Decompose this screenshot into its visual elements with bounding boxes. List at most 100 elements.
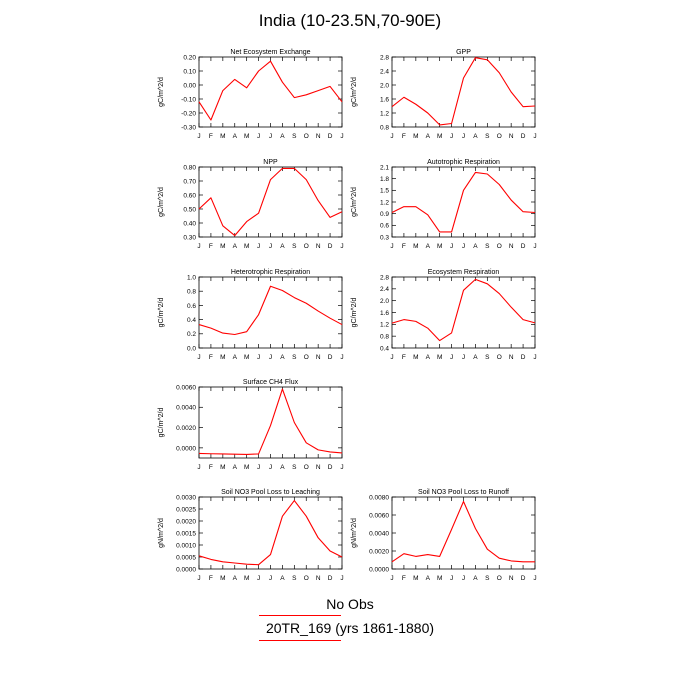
- x-tick-label: A: [280, 133, 285, 140]
- chart-title: Autotrophic Respiration: [427, 159, 500, 166]
- y-tick-label: 0.0020: [176, 518, 196, 525]
- x-tick-label: M: [413, 575, 418, 582]
- y-tick-label: 0.0015: [176, 530, 196, 537]
- y-tick-label: 0.60: [183, 192, 196, 199]
- chart-panel-8: Soil NO3 Pool Loss to Leaching gN/m^2/d 0.…: [158, 489, 344, 582]
- y-tick-label: 0.0000: [176, 445, 196, 452]
- x-tick-label: S: [292, 354, 297, 361]
- y-axis-label: gC/m^2/d: [158, 77, 165, 107]
- y-tick-label: 0.0005: [176, 554, 196, 561]
- x-tick-label: J: [390, 243, 393, 250]
- y-tick-label: 2.4: [380, 68, 389, 75]
- x-tick-label: O: [497, 133, 502, 140]
- chart-title: Ecosystem Respiration: [428, 269, 500, 276]
- series-line: [391, 57, 536, 126]
- x-tick-label: O: [497, 575, 502, 582]
- x-tick-label: J: [390, 575, 393, 582]
- x-tick-label: J: [462, 354, 465, 361]
- x-tick-label: A: [280, 575, 285, 582]
- x-tick-label: N: [316, 464, 321, 471]
- x-tick-label: D: [328, 464, 333, 471]
- chart-title: Surface CH4 Flux: [243, 379, 299, 386]
- y-axis-label: gC/m^2/d: [351, 298, 358, 328]
- series-line: [198, 388, 343, 456]
- x-tick-label: M: [220, 575, 225, 582]
- x-tick-label: F: [402, 575, 406, 582]
- x-tick-label: J: [340, 243, 343, 250]
- x-tick-label: M: [413, 243, 418, 250]
- x-tick-label: A: [280, 464, 285, 471]
- chart-panel-6: Ecosystem Respiration gC/m^2/d 2.8 2.4 2.0 1.…: [351, 269, 537, 361]
- x-tick-label: A: [280, 243, 285, 250]
- x-tick-label: O: [497, 243, 502, 250]
- x-tick-label: S: [485, 354, 490, 361]
- x-tick-label: N: [509, 133, 514, 140]
- x-tick-label: J: [197, 464, 200, 471]
- x-tick-label: D: [521, 133, 526, 140]
- y-tick-label: 0.0060: [369, 512, 389, 519]
- y-tick-label: 0.2: [187, 331, 196, 338]
- y-tick-label: 2.0: [380, 298, 389, 305]
- plot-frame: [198, 166, 343, 238]
- y-tick-label: 1.2: [380, 110, 389, 117]
- y-tick-label: 0.0: [187, 345, 196, 352]
- x-tick-label: J: [450, 575, 453, 582]
- x-tick-label: S: [485, 243, 490, 250]
- x-tick-label: M: [244, 464, 249, 471]
- chart-panel-9: Soil NO3 Pool Loss to Runoff gN/m^2/d 0.00…: [351, 489, 537, 582]
- legend-label-obs: No Obs: [326, 596, 374, 612]
- legend-line-model: [259, 640, 341, 641]
- y-tick-label: 2.4: [380, 286, 389, 293]
- x-tick-label: J: [269, 575, 272, 582]
- x-tick-label: M: [244, 133, 249, 140]
- x-tick-label: J: [257, 133, 260, 140]
- x-tick-label: F: [209, 575, 213, 582]
- y-tick-label: 1.2: [380, 199, 389, 206]
- x-tick-label: J: [197, 243, 200, 250]
- y-axis-label: gN/m^2/d: [351, 518, 358, 548]
- chart-title: Net Ecosystem Exchange: [230, 49, 310, 56]
- x-tick-label: F: [209, 354, 213, 361]
- x-tick-label: A: [233, 575, 238, 582]
- y-axis-label: gN/m^2/d: [158, 518, 165, 548]
- x-tick-label: M: [413, 133, 418, 140]
- series-line: [198, 285, 343, 336]
- chart-title: Heterotrophic Respiration: [231, 269, 310, 276]
- y-tick-label: 0.8: [380, 124, 389, 131]
- x-tick-label: O: [497, 354, 502, 361]
- x-tick-label: N: [509, 354, 514, 361]
- chart-title: Soil NO3 Pool Loss to Leaching: [221, 489, 320, 496]
- x-tick-label: A: [473, 133, 478, 140]
- x-tick-label: A: [233, 133, 238, 140]
- y-tick-label: 2.1: [380, 164, 389, 171]
- x-tick-label: S: [292, 464, 297, 471]
- x-tick-label: J: [533, 243, 536, 250]
- y-tick-label: 0.8: [187, 289, 196, 296]
- y-tick-label: 0.4: [380, 345, 389, 352]
- x-tick-label: N: [316, 575, 321, 582]
- y-tick-label: 1.2: [380, 322, 389, 329]
- x-tick-label: J: [257, 575, 260, 582]
- x-tick-label: J: [269, 354, 272, 361]
- chart-panel-1: Net Ecosystem Exchange gC/m^2/d 0.20 0.10 0.…: [158, 49, 344, 140]
- plot-frame: [198, 56, 343, 128]
- y-tick-label: 0.40: [183, 220, 196, 227]
- y-tick-label: 0.50: [183, 206, 196, 213]
- x-tick-label: J: [257, 243, 260, 250]
- series-line: [198, 167, 343, 237]
- x-tick-label: M: [220, 464, 225, 471]
- x-tick-label: O: [304, 243, 309, 250]
- x-tick-label: S: [485, 575, 490, 582]
- x-tick-label: J: [197, 354, 200, 361]
- y-tick-label: 0.0010: [176, 542, 196, 549]
- x-tick-label: J: [462, 243, 465, 250]
- series-line: [391, 278, 536, 342]
- x-tick-label: M: [244, 354, 249, 361]
- x-tick-label: A: [426, 243, 431, 250]
- x-tick-label: F: [209, 243, 213, 250]
- x-tick-label: J: [533, 575, 536, 582]
- y-tick-label: 0.6: [380, 223, 389, 230]
- y-tick-label: 0.0000: [369, 566, 389, 573]
